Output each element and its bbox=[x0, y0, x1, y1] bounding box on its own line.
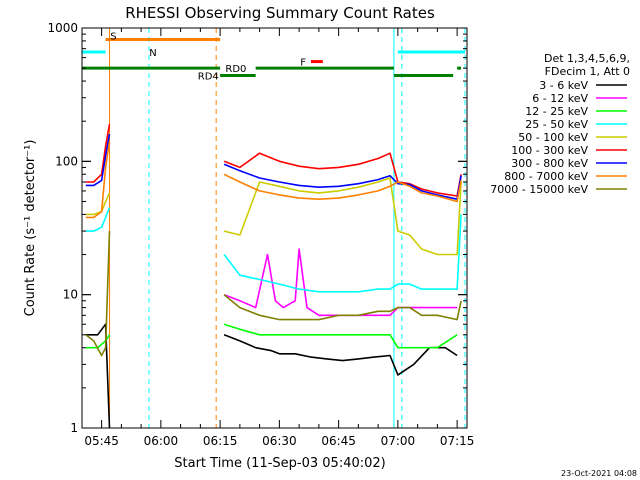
legend-entry-9: 7000 - 15000 keV bbox=[490, 183, 588, 196]
series-line-6-seg-2 bbox=[223, 152, 462, 197]
x-axis-label: Start Time (11-Sep-03 05:40:02) bbox=[174, 456, 385, 471]
x-tick-label-4: 06:30 bbox=[262, 434, 297, 448]
series-line-7-seg-2 bbox=[223, 163, 462, 200]
footer-timestamp: 23-Oct-2021 04:08 bbox=[561, 469, 637, 478]
series-line-7-seg-1 bbox=[85, 133, 111, 187]
series-line-4-seg-2 bbox=[223, 214, 462, 293]
legend-header-1: Det 1,3,4,5,6,9, bbox=[544, 52, 630, 65]
legend-entry-6: 100 - 300 keV bbox=[511, 144, 588, 157]
series-line-3-seg-2 bbox=[223, 323, 458, 349]
plot-frame bbox=[81, 27, 468, 429]
y-tick-label-1: 1 bbox=[70, 421, 78, 435]
chart-title: RHESSI Observing Summary Count Rates bbox=[125, 4, 435, 22]
legend-entry-1: 3 - 6 keV bbox=[539, 79, 588, 92]
series-line-4-seg-1 bbox=[85, 207, 111, 232]
legend-entry-2: 6 - 12 keV bbox=[532, 92, 588, 105]
series-line-9-seg-1 bbox=[85, 231, 111, 357]
flag-label-5: RD4 bbox=[198, 72, 219, 83]
legend-entry-8: 800 - 7000 keV bbox=[504, 170, 588, 183]
x-tick-label-3: 06:15 bbox=[203, 434, 238, 448]
x-tick-label-1: 05:45 bbox=[84, 434, 119, 448]
y-tick-label-4: 1000 bbox=[47, 21, 78, 35]
series-line-8-seg-2 bbox=[223, 173, 462, 203]
series-lines bbox=[85, 124, 462, 429]
legend-entry-4: 25 - 50 keV bbox=[525, 118, 588, 131]
legend-entry-3: 12 - 25 keV bbox=[525, 105, 588, 118]
series-line-6-seg-1 bbox=[85, 124, 111, 183]
flag-label-1: S bbox=[110, 31, 116, 42]
legend-header-2: FDecim 1, Att 0 bbox=[545, 65, 630, 78]
x-tick-label-5: 06:45 bbox=[321, 434, 356, 448]
x-tick-label-2: 06:00 bbox=[144, 434, 179, 448]
series-line-3-seg-1 bbox=[85, 334, 111, 349]
series-line-5-seg-2 bbox=[223, 177, 462, 256]
legend-entry-7: 300 - 800 keV bbox=[511, 157, 588, 170]
flag-label-3: F bbox=[300, 58, 306, 69]
x-tick-label-7: 07:15 bbox=[440, 434, 475, 448]
vertical-markers bbox=[109, 28, 466, 428]
state-flags: S N F RD0 RD4 bbox=[82, 31, 466, 83]
axes: 1 10 100 1000 05:45 06:00 06:15 06:30 06:45 07:00… bbox=[47, 21, 474, 448]
y-tick-label-3: 100 bbox=[55, 154, 78, 168]
series-line-1-seg-2 bbox=[223, 334, 458, 376]
series-line-9-seg-2 bbox=[223, 294, 462, 321]
y-tick-label-2: 10 bbox=[63, 288, 78, 302]
series-line-5-seg-1 bbox=[85, 192, 111, 216]
x-tick-label-6: 07:00 bbox=[381, 434, 416, 448]
flag-label-4: RD0 bbox=[225, 64, 246, 75]
legend-entry-5: 50 - 100 keV bbox=[518, 131, 588, 144]
series-line-1-seg-1 bbox=[85, 323, 111, 429]
series-line-2-seg-2 bbox=[223, 248, 458, 317]
series-line-8-seg-1 bbox=[85, 141, 111, 219]
flag-label-2: N bbox=[149, 48, 156, 59]
y-axis-label: Count Rate (s⁻¹ detector⁻¹) bbox=[23, 140, 38, 317]
legend: Det 1,3,4,5,6,9,FDecim 1, Att 03 - 6 keV… bbox=[490, 52, 630, 196]
